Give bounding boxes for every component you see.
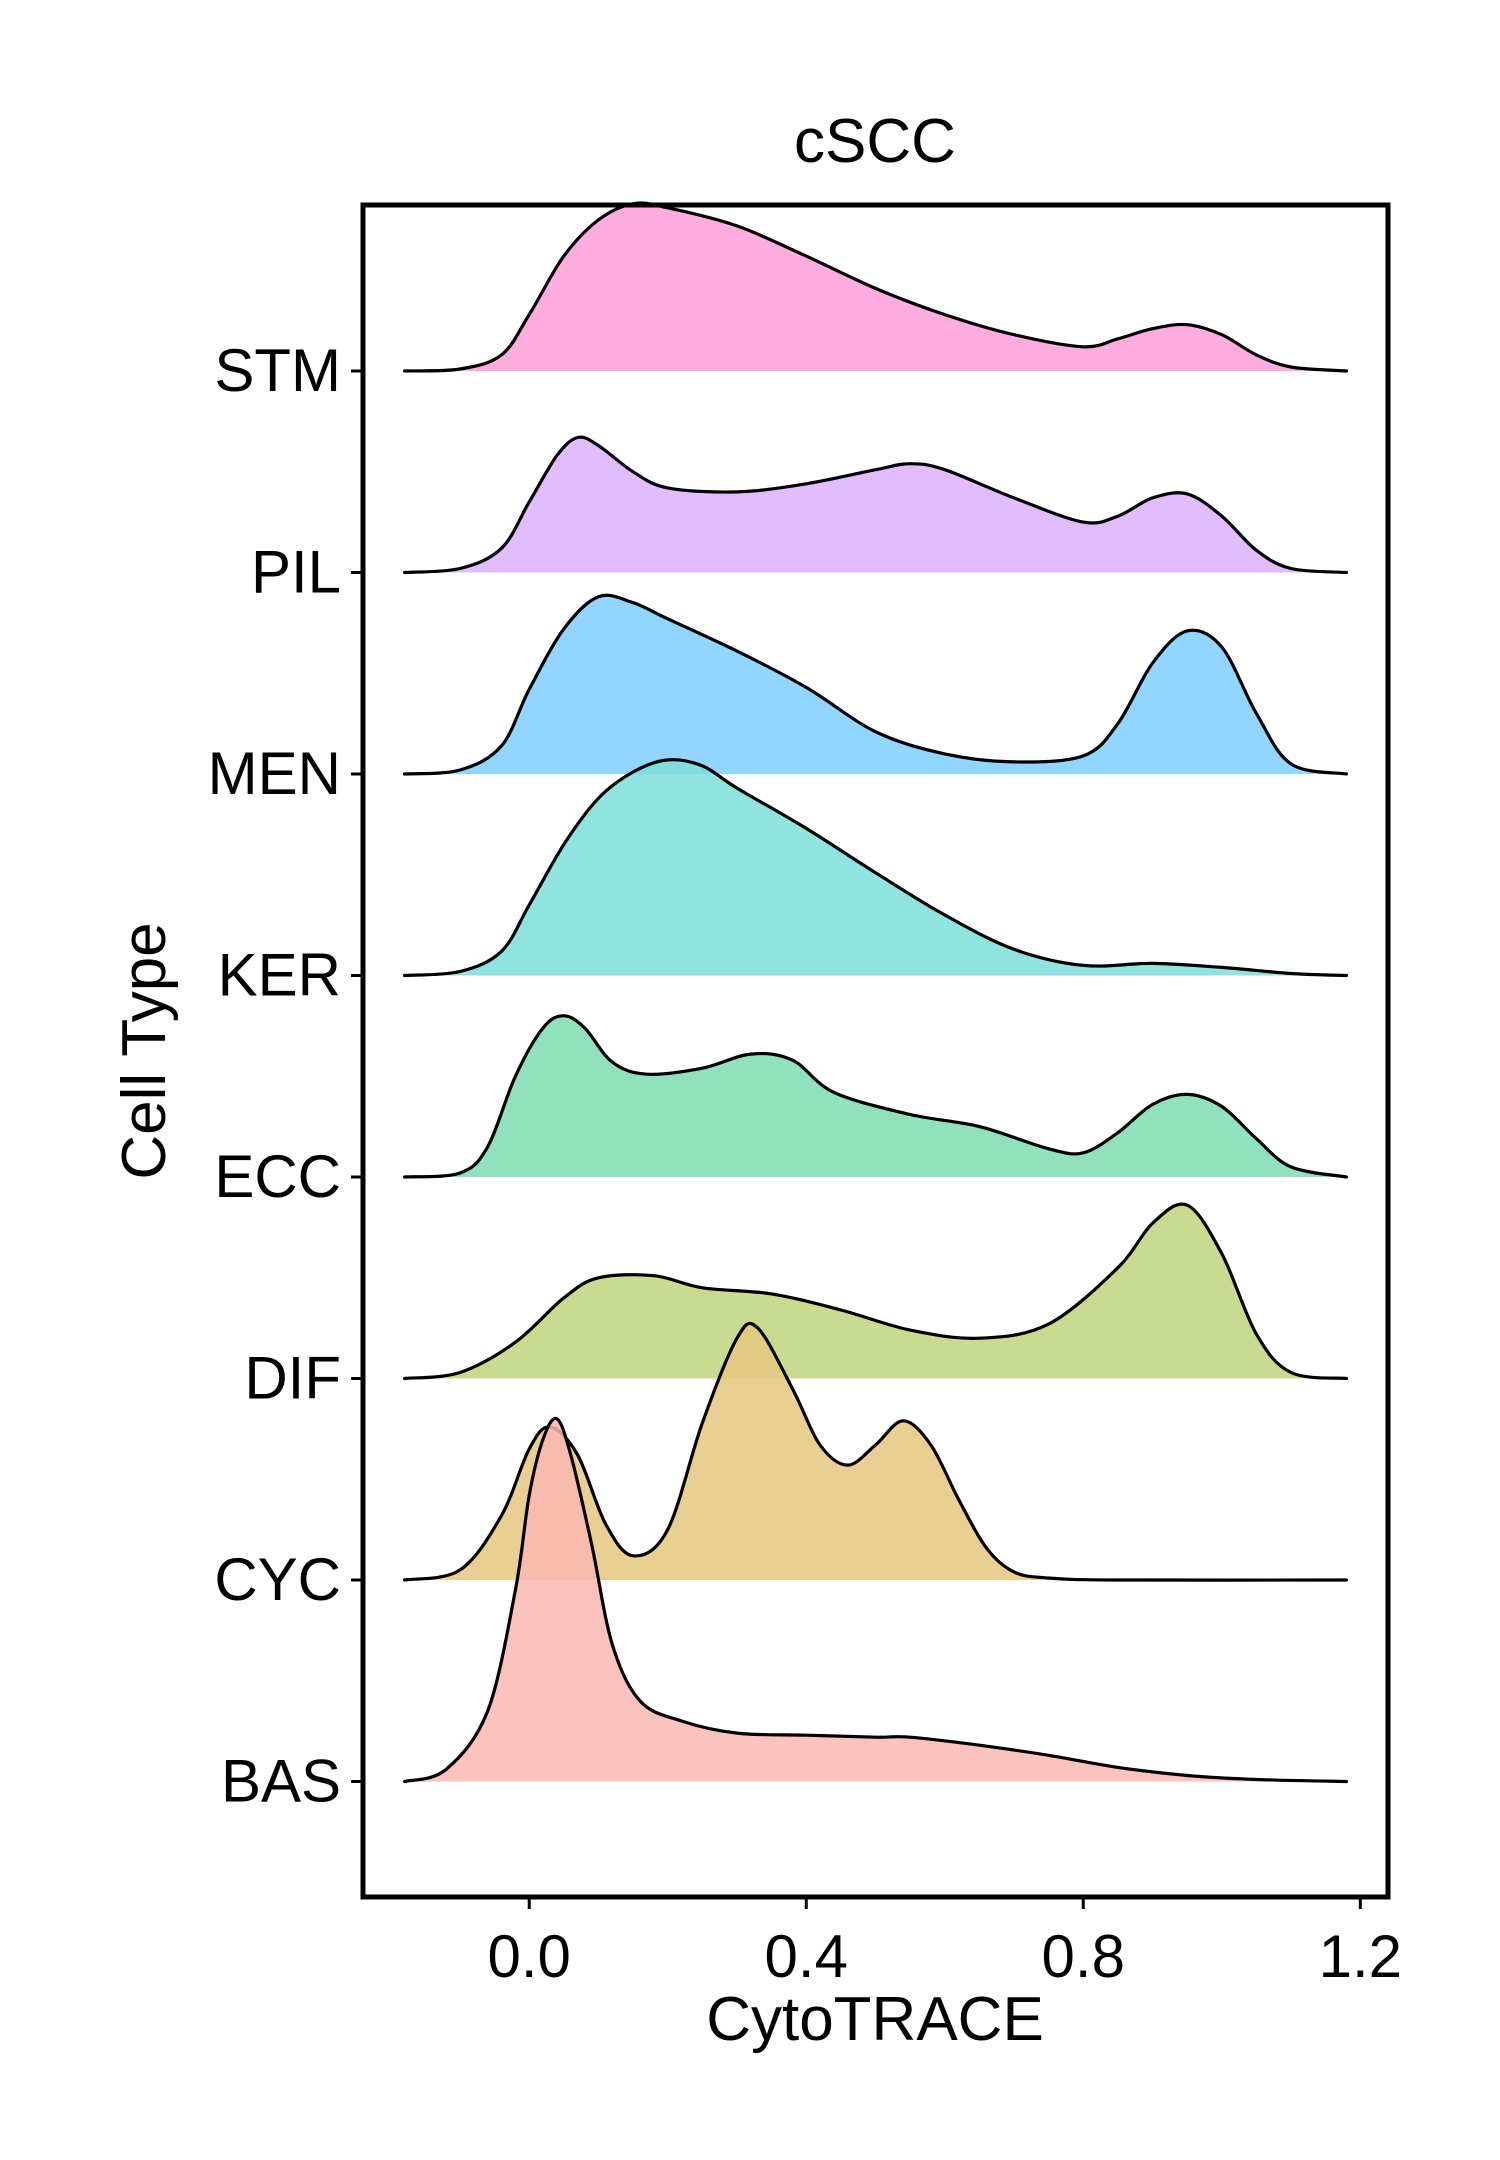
ridges-group [403,201,1348,1784]
x-tick-label: 0.4 [765,1923,848,1990]
y-tick-label-cyc: CYC [214,1546,341,1613]
ridge-line-bas [403,1416,1348,1784]
y-tick-label-pil: PIL [251,539,341,606]
y-axis-label: Cell Type [110,922,179,1179]
y-tick-label-stm: STM [214,337,341,404]
x-ticks-group: 0.0 0.4 0.8 1.2 [488,1897,1402,1990]
ridge-area-stm [404,203,1347,371]
chart-title: cSCC [794,107,956,176]
ridge-area-cyc [404,1323,1347,1581]
ridge-line-pil [403,435,1348,575]
x-axis-label: CytoTRACE [706,1985,1044,2054]
ridge-area-bas [404,1418,1347,1782]
ridge-area-pil [404,437,1347,573]
x-tick-label: 0.8 [1042,1923,1125,1990]
ridge-area-ker [404,759,1347,976]
y-tick-label-men: MEN [208,740,341,807]
y-tick-label-ker: KER [218,942,341,1009]
x-tick-label: 0.0 [488,1923,571,1990]
ridge-area-dif [404,1204,1347,1379]
y-tick-label-bas: BAS [221,1748,341,1815]
x-tick-label: 1.2 [1319,1923,1402,1990]
y-ticks-group: STM PIL MEN KER ECC DIF CYC BAS [208,337,363,1815]
ridge-line-stm [403,201,1348,373]
y-tick-label-ecc: ECC [214,1143,341,1210]
ridge-area-men [404,595,1347,774]
ridge-line-ecc [403,1014,1348,1179]
y-tick-label-dif: DIF [244,1345,341,1412]
ridge-line-ker [403,758,1348,978]
plot-frame [360,202,1391,1900]
ridge-line-men [403,593,1348,776]
ridge-line-dif [403,1202,1348,1381]
ridge-area-ecc [404,1015,1347,1177]
